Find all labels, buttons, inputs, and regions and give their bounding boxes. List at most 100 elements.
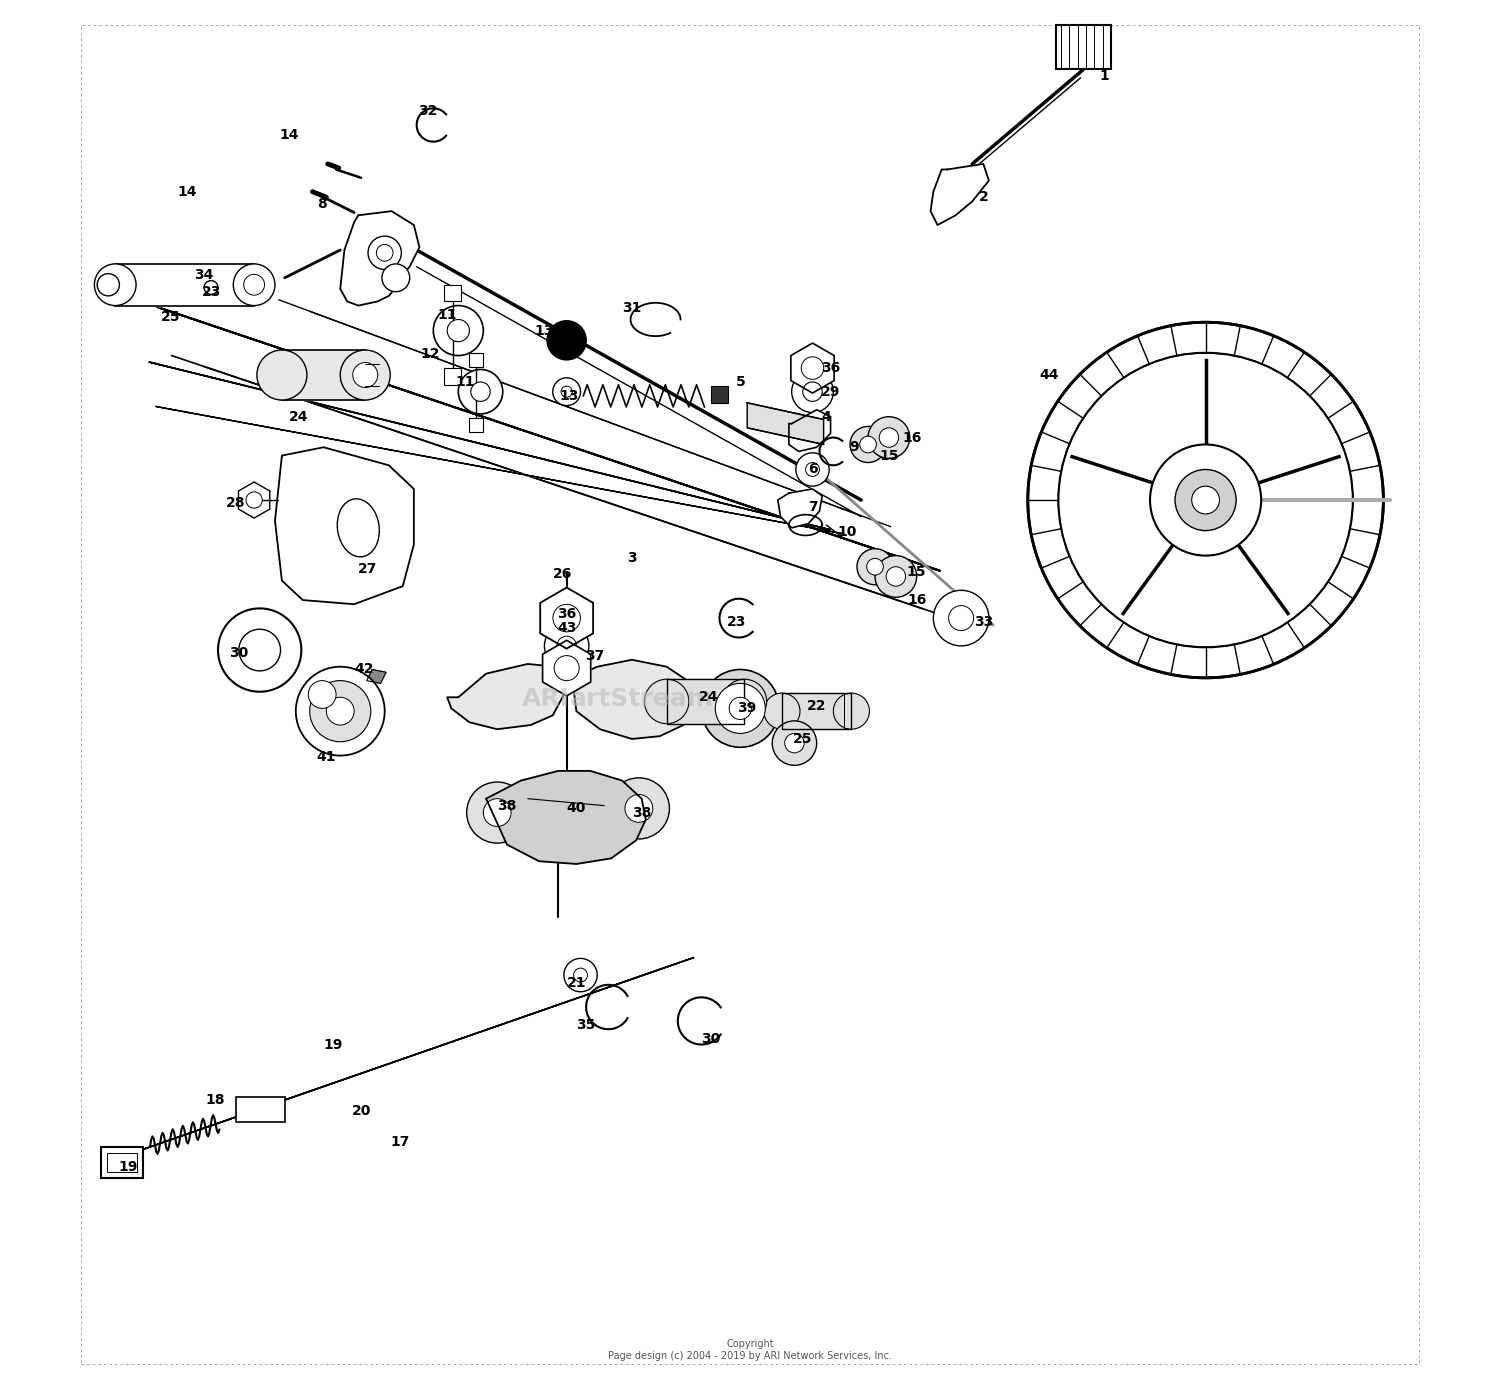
Circle shape xyxy=(327,697,354,725)
Circle shape xyxy=(548,654,586,693)
Circle shape xyxy=(98,274,120,296)
Circle shape xyxy=(886,567,906,586)
Circle shape xyxy=(792,371,834,413)
Text: 24: 24 xyxy=(699,690,718,704)
Text: 5: 5 xyxy=(735,375,746,389)
Circle shape xyxy=(564,958,597,992)
Circle shape xyxy=(548,321,586,360)
Text: 26: 26 xyxy=(554,567,572,581)
Circle shape xyxy=(933,590,988,646)
Text: 2: 2 xyxy=(978,190,988,204)
Polygon shape xyxy=(747,403,824,444)
Text: 3: 3 xyxy=(627,551,636,565)
Circle shape xyxy=(1191,486,1219,514)
Text: 28: 28 xyxy=(226,496,246,510)
Polygon shape xyxy=(238,482,270,518)
Text: 16: 16 xyxy=(903,431,922,444)
Circle shape xyxy=(702,669,778,747)
Text: 11: 11 xyxy=(438,308,458,322)
Polygon shape xyxy=(340,211,420,306)
Circle shape xyxy=(561,386,572,397)
Text: 6: 6 xyxy=(807,463,818,476)
Polygon shape xyxy=(158,307,940,571)
Text: 14: 14 xyxy=(177,185,197,199)
Circle shape xyxy=(609,778,669,839)
Circle shape xyxy=(784,733,804,753)
Circle shape xyxy=(238,629,280,671)
Bar xyxy=(236,1097,285,1122)
Text: 12: 12 xyxy=(422,347,441,361)
Text: 16: 16 xyxy=(908,593,927,607)
Circle shape xyxy=(471,382,490,401)
Text: 32: 32 xyxy=(419,104,438,118)
Circle shape xyxy=(246,492,262,508)
Circle shape xyxy=(729,697,752,720)
Text: 31: 31 xyxy=(622,301,642,315)
Text: 29: 29 xyxy=(821,385,840,399)
Circle shape xyxy=(856,549,892,585)
Circle shape xyxy=(217,608,302,692)
Circle shape xyxy=(94,264,136,306)
Text: 41: 41 xyxy=(316,750,336,764)
Circle shape xyxy=(948,606,974,631)
Circle shape xyxy=(466,782,528,843)
Bar xyxy=(470,418,483,432)
Circle shape xyxy=(340,350,390,400)
Text: 19: 19 xyxy=(324,1038,344,1051)
Circle shape xyxy=(459,369,503,414)
Text: 8: 8 xyxy=(318,197,327,211)
Text: 22: 22 xyxy=(807,699,826,713)
Circle shape xyxy=(256,350,307,400)
Text: 44: 44 xyxy=(1040,368,1059,382)
Text: 25: 25 xyxy=(160,310,180,324)
Circle shape xyxy=(556,636,576,656)
Polygon shape xyxy=(486,771,646,864)
Circle shape xyxy=(376,244,393,261)
Circle shape xyxy=(573,968,588,982)
Circle shape xyxy=(243,274,264,294)
Text: 23: 23 xyxy=(726,615,746,629)
Circle shape xyxy=(382,264,410,292)
Text: 35: 35 xyxy=(576,1018,596,1032)
Text: Copyright
Page design (c) 2004 - 2019 by ARI Network Services, Inc.: Copyright Page design (c) 2004 - 2019 by… xyxy=(608,1339,892,1361)
Polygon shape xyxy=(116,264,254,306)
Text: 9: 9 xyxy=(849,440,859,454)
Text: 18: 18 xyxy=(206,1093,225,1107)
Polygon shape xyxy=(540,588,592,649)
Circle shape xyxy=(796,453,830,486)
Circle shape xyxy=(554,619,579,644)
Text: 19: 19 xyxy=(118,1160,138,1174)
Text: 11: 11 xyxy=(456,375,476,389)
Circle shape xyxy=(850,426,886,463)
Text: 40: 40 xyxy=(567,801,586,815)
Text: 17: 17 xyxy=(390,1135,410,1149)
Circle shape xyxy=(859,436,876,453)
Polygon shape xyxy=(171,356,954,619)
Circle shape xyxy=(309,681,336,708)
Circle shape xyxy=(716,683,765,733)
Text: ARI: ARI xyxy=(522,686,570,711)
Bar xyxy=(1056,25,1112,69)
Text: 10: 10 xyxy=(837,525,856,539)
Text: 13: 13 xyxy=(534,324,554,338)
Text: 36: 36 xyxy=(821,361,840,375)
Text: 38: 38 xyxy=(496,799,516,813)
Text: 4: 4 xyxy=(822,410,831,424)
Circle shape xyxy=(1059,353,1353,647)
Circle shape xyxy=(554,604,580,632)
Text: 43: 43 xyxy=(556,621,576,635)
Polygon shape xyxy=(790,343,834,393)
Circle shape xyxy=(867,558,883,575)
Circle shape xyxy=(764,693,800,729)
Text: 30: 30 xyxy=(230,646,249,660)
Text: 36: 36 xyxy=(556,607,576,621)
Text: 38: 38 xyxy=(632,806,651,820)
Bar xyxy=(711,386,728,403)
Circle shape xyxy=(352,363,378,388)
Circle shape xyxy=(645,679,688,724)
Text: 39: 39 xyxy=(738,701,758,715)
Circle shape xyxy=(806,463,819,476)
Circle shape xyxy=(554,378,580,406)
Circle shape xyxy=(801,357,824,379)
Text: 14: 14 xyxy=(279,128,298,142)
